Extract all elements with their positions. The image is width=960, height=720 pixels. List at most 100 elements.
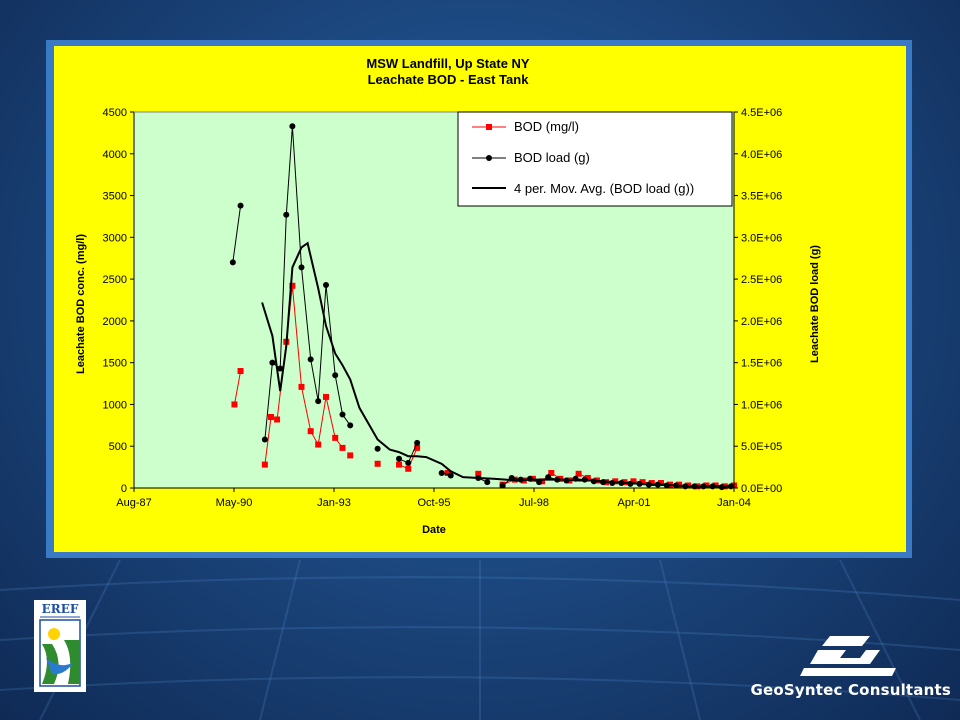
bod-conc-point [307, 428, 314, 435]
bod-conc-point [315, 441, 322, 448]
bod-conc-line [234, 370, 242, 405]
bod-load-point [229, 259, 236, 266]
y2-tick-label: 2.0E+06 [741, 316, 782, 328]
x-axis-label: Date [422, 524, 446, 536]
bod-conc-point [475, 470, 482, 477]
bod-load-point [315, 398, 322, 405]
bod-load-point [261, 436, 268, 443]
bod-load-point [322, 281, 329, 288]
legend-label-movavg: 4 per. Mov. Avg. (BOD load (g)) [514, 181, 694, 196]
bod-conc-point [676, 481, 683, 488]
y-tick-label: 500 [109, 441, 127, 453]
x-tick-label: Apr-01 [617, 497, 650, 509]
x-tick-label: Jan-93 [317, 497, 351, 509]
bod-load-point [332, 372, 339, 379]
y2-tick-label: 4.5E+06 [741, 107, 782, 119]
bod-load-point [438, 469, 445, 476]
legend-marker-bod [486, 124, 492, 130]
bod-load-point [396, 455, 403, 462]
company-name: GeoSyntec Consultants [750, 681, 951, 699]
bod-load-point [499, 482, 506, 489]
bod-conc-point [639, 479, 646, 486]
bod-conc-point [575, 470, 582, 477]
chart-frame: 0 500 1000 1500 2000 2500 3000 3500 4000 4500 0.0E… [46, 40, 912, 558]
chart-panel: 0 500 1000 1500 2000 2500 3000 3500 4000 4500 0.0E… [54, 46, 906, 552]
bod-conc-point [322, 393, 329, 400]
bod-load-point [298, 264, 305, 271]
bod-conc-point [267, 413, 274, 420]
y-tick-label: 3500 [103, 191, 127, 203]
bod-conc-point [347, 452, 354, 459]
chart-title: MSW Landfill, Up State NY [366, 56, 530, 71]
bod-conc-point [405, 465, 412, 472]
x-tick-label: Jul-98 [519, 497, 549, 509]
geosyntec-logo-icon [800, 636, 896, 676]
bod-load-line [232, 205, 242, 263]
bod-load-point [289, 123, 296, 130]
y2-tick-label: 4.0E+06 [741, 149, 782, 161]
bod-conc-point [374, 460, 381, 467]
bod-conc-point [539, 478, 546, 485]
bod-conc-point [274, 416, 281, 423]
bod-conc-point [298, 383, 305, 390]
bod-load-point [283, 211, 290, 218]
bod-load-point [277, 365, 284, 372]
bod-load-point [347, 422, 354, 429]
bod-conc-point [289, 282, 296, 289]
x-tick-label: Aug-87 [116, 497, 151, 509]
legend-label-load: BOD load (g) [514, 150, 590, 165]
y-tick-label: 4000 [103, 149, 127, 161]
y2-tick-label: 1.5E+06 [741, 358, 782, 370]
y-tick-label: 1000 [103, 399, 127, 411]
bod-load-point [447, 472, 454, 479]
y2-tick-label: 2.5E+06 [741, 274, 782, 286]
chart-legend: BOD (mg/l) BOD load (g) 4 per. Mov. Avg.… [457, 111, 733, 207]
bod-conc-point [261, 461, 268, 468]
y-tick-label: 3000 [103, 232, 127, 244]
y-axis-label: Leachate BOD conc. (mg/l) [75, 234, 87, 374]
bod-load-point [405, 459, 412, 466]
y2-tick-label: 5.0E+05 [741, 441, 782, 453]
eref-logo: EREF [34, 600, 86, 692]
bod-conc-point [584, 474, 591, 481]
y2-tick-label: 0.0E+00 [741, 483, 782, 495]
bod-load-moving-avg-line [261, 241, 731, 488]
x-tick-label: Oct-95 [417, 497, 450, 509]
y-tick-label: 2500 [103, 274, 127, 286]
y-tick-label: 2000 [103, 316, 127, 328]
bod-load-point [374, 445, 381, 452]
y-tick-label: 1500 [103, 358, 127, 370]
bod-load-point [484, 479, 491, 486]
bod-load-point [307, 356, 314, 363]
y2-axis-label: Leachate BOD load (g) [809, 245, 821, 363]
x-tick-label: Jan-04 [717, 497, 751, 509]
bod-load-point [269, 359, 276, 366]
legend-label-bod: BOD (mg/l) [514, 119, 579, 134]
bod-load-point [339, 411, 346, 418]
y2-tick-label: 1.0E+06 [741, 399, 782, 411]
bod-conc-point [396, 461, 403, 468]
eref-logo-text: EREF [42, 602, 79, 616]
bod-conc-point [630, 478, 637, 485]
y-tick-label: 4500 [103, 107, 127, 119]
bod-conc-point [657, 479, 664, 486]
bod-conc-point [237, 368, 244, 375]
bod-conc-point [548, 469, 555, 476]
y-tick-label: 0 [121, 483, 127, 495]
bod-load-point [237, 202, 244, 209]
bod-conc-point [332, 434, 339, 441]
bod-conc-point [648, 479, 655, 486]
bod-conc-point [339, 444, 346, 451]
bod-conc-point [231, 401, 238, 408]
bod-chart: 0 500 1000 1500 2000 2500 3000 3500 4000 4500 0.0E… [75, 56, 821, 536]
bod-load-point [536, 479, 543, 486]
y2-tick-label: 3.5E+06 [741, 191, 782, 203]
x-tick-label: May-90 [216, 497, 253, 509]
y2-tick-label: 3.0E+06 [741, 232, 782, 244]
bod-load-point [414, 439, 421, 446]
chart-subtitle: Leachate BOD - East Tank [368, 72, 530, 87]
bod-conc-point [444, 469, 451, 476]
legend-marker-load [486, 155, 492, 161]
bod-conc-point [414, 444, 421, 451]
